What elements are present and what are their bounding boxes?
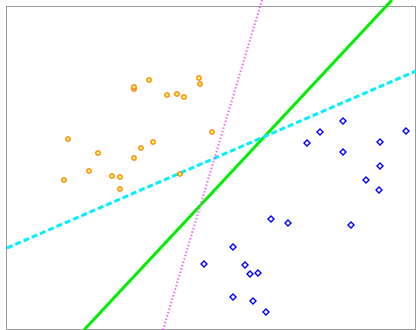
orange-circle-point-6	[117, 174, 123, 180]
dashed-line-2	[6, 69, 416, 250]
blue-diamond-point-6	[339, 148, 347, 156]
orange-circle-point-1	[65, 136, 71, 142]
orange-circle-point-9	[138, 145, 144, 151]
blue-diamond-point-16	[246, 270, 254, 278]
separator-lines	[6, 0, 416, 330]
orange-circle-point-13	[146, 77, 152, 83]
orange-circle-point-15	[174, 91, 180, 97]
orange-circle-point-16	[181, 94, 187, 100]
orange-circle-point-18	[197, 81, 203, 87]
blue-diamond-point-17	[254, 269, 262, 277]
blue-diamond-point-3	[339, 117, 347, 125]
orange-circle-point-10	[150, 139, 156, 145]
orange-circle-point-5	[109, 173, 115, 179]
orange-circle-point-12	[131, 84, 137, 90]
orange-circle-point-8	[131, 155, 137, 161]
blue-diamond-point-15	[241, 261, 249, 269]
orange-circle-point-2	[61, 177, 67, 183]
orange-circle-point-14	[164, 92, 170, 98]
orange-circle-point-20	[177, 171, 183, 177]
data-points	[61, 75, 410, 316]
orange-circle-point-3	[86, 168, 92, 174]
blue-diamond-point-9	[375, 186, 383, 194]
blue-diamond-point-11	[284, 219, 292, 227]
blue-diamond-point-8	[362, 176, 370, 184]
orange-circle-point-19	[209, 129, 215, 135]
blue-diamond-point-2	[376, 138, 384, 146]
blue-diamond-point-13	[229, 243, 237, 251]
solid-line-1	[82, 0, 394, 330]
blue-diamond-point-7	[376, 162, 384, 170]
blue-diamond-point-14	[200, 260, 208, 268]
blue-diamond-point-5	[303, 139, 311, 147]
blue-diamond-point-1	[402, 127, 410, 135]
orange-circle-point-4	[95, 150, 101, 156]
blue-diamond-point-18	[229, 293, 237, 301]
orange-circle-point-7	[117, 186, 123, 192]
orange-circle-point-17	[196, 75, 202, 81]
blue-diamond-point-10	[347, 221, 355, 229]
blue-diamond-point-4	[316, 128, 324, 136]
blue-diamond-point-19	[249, 297, 257, 305]
blue-diamond-point-20	[262, 308, 270, 316]
dotted-line-3	[162, 0, 263, 330]
blue-diamond-point-12	[267, 215, 275, 223]
